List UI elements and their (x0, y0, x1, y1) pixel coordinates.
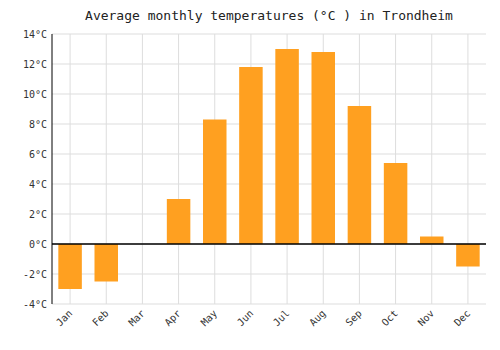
baseline (52, 243, 486, 245)
bar (311, 52, 335, 244)
x-tick-label: Jan (54, 308, 75, 329)
grid-line (52, 124, 486, 125)
x-tick-label: Aug (307, 308, 328, 329)
grid-line (178, 34, 179, 304)
bar (348, 106, 372, 244)
y-tick-label: 12°C (23, 59, 47, 70)
x-tick-label: Jul (271, 308, 292, 329)
grid-line (431, 34, 432, 304)
bar (203, 120, 227, 245)
x-tick-label: Feb (90, 308, 111, 329)
bar (275, 49, 299, 244)
y-tick-label: 10°C (23, 89, 47, 100)
x-tick-label: Nov (416, 308, 437, 329)
x-tick-label: Dec (452, 308, 473, 329)
grid-line (52, 64, 486, 65)
bar (94, 244, 118, 282)
y-axis (52, 34, 53, 304)
bar (420, 237, 444, 245)
bar (167, 199, 191, 244)
grid-line (52, 184, 486, 185)
grid-line (52, 34, 486, 35)
y-tick-label: 14°C (23, 29, 47, 40)
grid-line (142, 34, 143, 304)
x-tick-label: Apr (162, 308, 183, 329)
y-tick-label: -2°C (23, 269, 47, 280)
y-tick-label: -4°C (23, 299, 47, 310)
x-tick-label: Mar (126, 308, 147, 329)
x-tick-label: Jun (235, 308, 256, 329)
y-tick-label: 0°C (29, 239, 47, 250)
grid-line (52, 304, 486, 305)
grid-line (52, 244, 486, 245)
grid-line (52, 214, 486, 215)
bar (239, 67, 263, 244)
y-tick-label: 8°C (29, 119, 47, 130)
grid-line (52, 154, 486, 155)
bar (384, 163, 408, 244)
bar (456, 244, 480, 267)
x-tick-label: May (199, 308, 220, 329)
grid-line (52, 94, 486, 95)
y-tick-label: 4°C (29, 179, 47, 190)
x-tick-label: Sep (343, 308, 364, 329)
chart: Average monthly temperatures (°C ) in Tr… (0, 0, 500, 350)
x-tick-label: Oct (379, 308, 400, 329)
grid (52, 34, 486, 304)
title: Average monthly temperatures (°C ) in Tr… (85, 8, 453, 23)
y-tick-label: 6°C (29, 149, 47, 160)
bars (58, 49, 479, 289)
bar (58, 244, 82, 289)
y-tick-label: 2°C (29, 209, 47, 220)
